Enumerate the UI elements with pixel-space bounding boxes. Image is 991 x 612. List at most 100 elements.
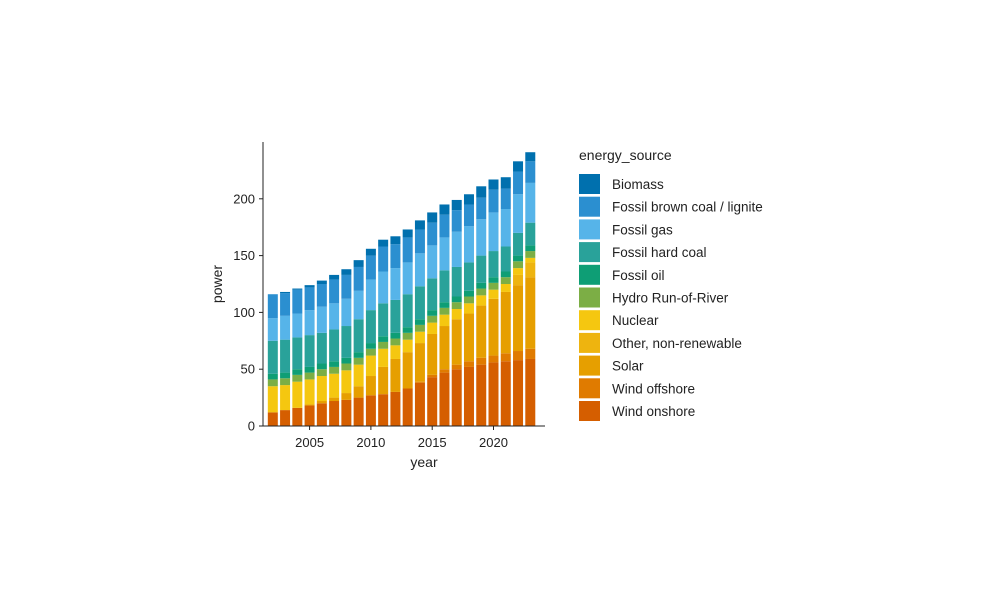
bar-segment-2007-6 xyxy=(329,361,340,367)
bar-segment-2021-2 xyxy=(500,291,511,354)
bar-segment-2009-8 xyxy=(353,290,364,320)
bar-segment-2018-9 xyxy=(463,204,474,227)
bar-segment-2017-6 xyxy=(451,296,462,303)
y-axis-ticks: 0 50 100 150 200 xyxy=(233,191,263,434)
bar-segment-2003-4 xyxy=(280,385,291,411)
bar-segment-2002-6 xyxy=(267,373,278,380)
bar-segment-2007-8 xyxy=(329,303,340,330)
legend-label: Other, non-renewable xyxy=(612,336,742,351)
bar-segment-2008-0 xyxy=(341,399,352,426)
bar-segment-2019-10 xyxy=(476,186,487,198)
bar-segment-2013-9 xyxy=(402,237,413,263)
bar-segment-2009-0 xyxy=(353,397,364,426)
bar-segment-2009-7 xyxy=(353,319,364,353)
bar-segment-2012-0 xyxy=(390,391,401,426)
bar-segment-2003-7 xyxy=(280,339,291,373)
bar-segment-2013-7 xyxy=(402,294,413,328)
bar-segment-2008-7 xyxy=(341,326,352,358)
bar-segment-2002-9 xyxy=(267,294,278,319)
bar-segment-2014-1 xyxy=(414,381,425,383)
bar-segment-2018-4 xyxy=(463,303,474,314)
bar-segment-2011-2 xyxy=(378,366,389,395)
bar-segment-2006-7 xyxy=(316,332,327,364)
bar-segment-2012-10 xyxy=(390,236,401,245)
bar-segment-2020-1 xyxy=(488,355,499,363)
bar-segment-2004-0 xyxy=(292,407,303,426)
bar-segment-2014-9 xyxy=(414,229,425,254)
bar-segment-2004-8 xyxy=(292,313,303,338)
bar-segment-2010-9 xyxy=(365,255,376,280)
bar-segment-2002-4 xyxy=(267,386,278,413)
legend-label: Fossil gas xyxy=(612,222,673,237)
bar-segment-2011-4 xyxy=(378,348,389,367)
bar-segment-2015-6 xyxy=(427,310,438,316)
bar-segment-2015-10 xyxy=(427,212,438,223)
bar-segment-2016-0 xyxy=(439,372,450,426)
bar-segment-2016-4 xyxy=(439,314,450,327)
bar-segment-2014-7 xyxy=(414,286,425,320)
bar-segment-2012-7 xyxy=(390,299,401,333)
bar-segment-2003-10 xyxy=(280,291,291,294)
bar-segment-2011-10 xyxy=(378,239,389,247)
bar-segment-2008-5 xyxy=(341,363,352,371)
bar-segment-2015-7 xyxy=(427,278,438,311)
bar-segment-2006-5 xyxy=(316,369,327,377)
bar-segment-2018-0 xyxy=(463,366,474,426)
bar-segment-2005-8 xyxy=(304,310,315,336)
bar-segment-2003-8 xyxy=(280,315,291,340)
bar-segment-2005-2 xyxy=(304,404,315,406)
bar-segment-2017-9 xyxy=(451,210,462,232)
bar-segment-2020-10 xyxy=(488,179,499,190)
bar-segment-2016-9 xyxy=(439,214,450,238)
bar-segment-2004-4 xyxy=(292,381,303,408)
legend-swatch xyxy=(579,219,600,240)
bar-segment-2013-2 xyxy=(402,352,413,389)
bar-segment-2021-1 xyxy=(500,353,511,362)
bar-segment-2018-1 xyxy=(463,361,474,367)
bar-segment-2022-1 xyxy=(513,351,524,361)
legend-label: Fossil brown coal / lignite xyxy=(612,200,763,215)
bar-segment-2010-0 xyxy=(365,395,376,426)
bar-segment-2003-6 xyxy=(280,372,291,379)
bar-segment-2021-7 xyxy=(500,246,511,272)
bar-segment-2019-5 xyxy=(476,288,487,296)
bar-segment-2017-10 xyxy=(451,199,462,211)
bar-segment-2007-4 xyxy=(329,373,340,398)
bar-segment-2012-4 xyxy=(390,345,401,359)
bar-segment-2022-7 xyxy=(513,232,524,256)
bar-segment-2012-8 xyxy=(390,268,401,300)
bar-segment-2017-1 xyxy=(451,364,462,370)
bar-segment-2015-5 xyxy=(427,315,438,323)
bar-segment-2020-2 xyxy=(488,298,499,356)
bar-segment-2003-5 xyxy=(280,378,291,386)
x-tick-label: 2020 xyxy=(479,435,508,450)
bar-segment-2023-2 xyxy=(525,277,536,349)
bar-segment-2010-8 xyxy=(365,279,376,311)
bar-segment-2006-0 xyxy=(316,403,327,426)
bar-segment-2014-0 xyxy=(414,382,425,426)
bar-segment-2007-7 xyxy=(329,329,340,362)
bar-segment-2013-4 xyxy=(402,339,413,353)
bar-segment-2023-4 xyxy=(525,257,536,263)
legend-swatch xyxy=(579,264,600,285)
bar-segment-2012-5 xyxy=(390,338,401,346)
x-tick-label: 2015 xyxy=(418,435,447,450)
bar-segment-2018-8 xyxy=(463,226,474,263)
bar-segment-2016-2 xyxy=(439,326,450,370)
legend-swatch xyxy=(579,401,600,421)
legend-swatch xyxy=(579,242,600,263)
bar-segment-2011-7 xyxy=(378,303,389,337)
bar-segment-2022-9 xyxy=(513,171,524,195)
bar-segment-2020-4 xyxy=(488,289,499,299)
legend-title: energy_source xyxy=(579,147,672,163)
bar-segment-2020-5 xyxy=(488,282,499,290)
bar-segment-2015-4 xyxy=(427,322,438,334)
bar-segment-2009-5 xyxy=(353,357,364,365)
bar-segment-2002-7 xyxy=(267,340,278,374)
bar-segment-2015-0 xyxy=(427,377,438,426)
bar-segment-2011-8 xyxy=(378,271,389,304)
bar-segment-2004-5 xyxy=(292,374,303,382)
bar-segment-2010-4 xyxy=(365,355,376,377)
bar-segment-2018-5 xyxy=(463,296,474,304)
bar-segment-2005-6 xyxy=(304,366,315,373)
